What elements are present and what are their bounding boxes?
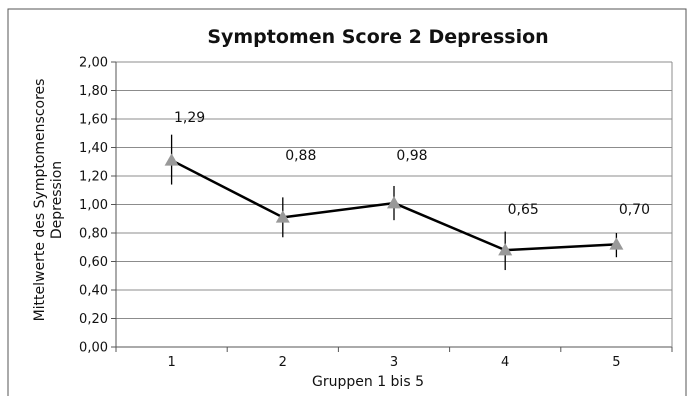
y-tick-label: 1,00 bbox=[79, 198, 108, 213]
chart-frame bbox=[7, 8, 687, 396]
y-tick-label: 1,40 bbox=[79, 141, 108, 156]
x-tick-label: 1 bbox=[167, 355, 175, 370]
x-axis-label: Gruppen 1 bis 5 bbox=[312, 374, 424, 390]
y-axis-label: Mittelwerte des Symptomenscores Depressi… bbox=[32, 79, 65, 322]
y-axis-label-line-1: Mittelwerte des Symptomenscores bbox=[32, 79, 48, 322]
x-tick-label: 3 bbox=[390, 355, 398, 370]
data-point-marker bbox=[609, 237, 624, 250]
y-tick-label: 0,00 bbox=[79, 341, 108, 356]
y-tick-label: 0,40 bbox=[79, 284, 108, 299]
y-tick-label: 1,60 bbox=[79, 113, 108, 128]
x-tick-label: 2 bbox=[279, 355, 287, 370]
x-tick-label: 4 bbox=[501, 355, 509, 370]
gridlines bbox=[111, 61, 673, 352]
data-labels: 1,29 0,88 0,98 0,65 0,70 bbox=[174, 110, 650, 218]
x-tick-label: 5 bbox=[612, 355, 620, 370]
y-tick-label: 2,00 bbox=[79, 56, 108, 71]
y-tick-labels: 0,00 0,20 0,40 0,60 0,80 1,00 1,20 1,40 1,60 1,80… bbox=[79, 56, 108, 356]
y-tick-label: 0,60 bbox=[79, 255, 108, 270]
data-point-marker bbox=[164, 153, 179, 166]
data-markers bbox=[164, 153, 624, 256]
y-axis-label-line-2: Depression bbox=[49, 161, 65, 239]
data-point-marker bbox=[387, 196, 401, 209]
data-label: 0,98 bbox=[396, 148, 427, 164]
y-tick-label: 1,20 bbox=[79, 170, 108, 185]
data-label: 0,65 bbox=[508, 202, 539, 218]
y-tick-label: 1,80 bbox=[79, 84, 108, 99]
y-tick-label: 0,80 bbox=[79, 227, 108, 242]
y-tick-label: 0,20 bbox=[79, 312, 108, 327]
data-label: 0,88 bbox=[285, 148, 316, 164]
data-label: 1,29 bbox=[174, 110, 205, 126]
data-point-marker bbox=[498, 243, 513, 256]
x-tick-labels: 1 2 3 4 5 bbox=[167, 355, 620, 370]
data-point-marker bbox=[275, 210, 290, 223]
data-label: 0,70 bbox=[619, 202, 650, 218]
chart-title: Symptomen Score 2 Depression bbox=[207, 26, 548, 48]
